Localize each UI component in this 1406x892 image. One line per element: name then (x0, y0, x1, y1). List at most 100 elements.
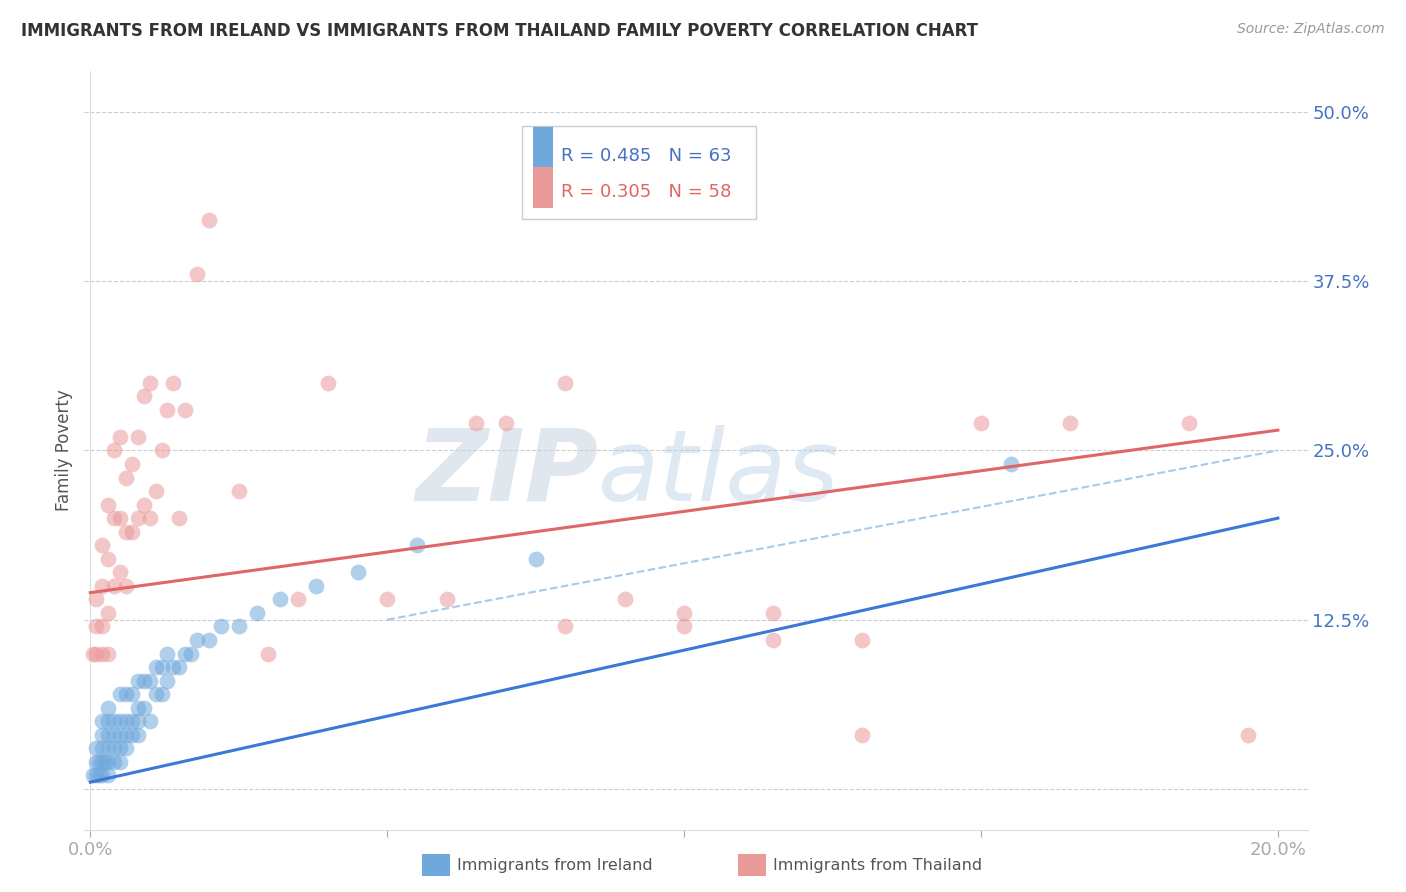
Point (121, 524, 143, 539)
Point (103, 579, 125, 593)
Point (84, 592, 107, 607)
Text: R = 0.485   N = 63: R = 0.485 N = 63 (561, 147, 733, 165)
Point (108, 511, 131, 525)
Point (186, 268, 208, 282)
Point (186, 633, 208, 648)
Point (115, 741, 138, 756)
Y-axis label: Family Poverty: Family Poverty (55, 390, 73, 511)
Point (115, 728, 138, 742)
Point (84, 647, 107, 661)
Point (82, 768, 104, 782)
Point (91, 579, 114, 593)
Point (91, 538, 114, 552)
Point (524, 551, 547, 566)
Point (851, 633, 873, 648)
Point (127, 673, 149, 688)
Point (150, 443, 173, 458)
Point (89, 768, 111, 782)
Point (162, 660, 184, 674)
Point (406, 538, 429, 552)
Point (115, 687, 138, 701)
Point (145, 484, 167, 499)
Point (316, 376, 339, 390)
Text: Immigrants from Thailand: Immigrants from Thailand (773, 858, 983, 872)
Text: ZIP: ZIP (415, 425, 598, 522)
Point (127, 511, 149, 525)
Point (121, 687, 143, 701)
Point (97, 647, 120, 661)
Point (91, 755, 114, 769)
Point (1178, 417, 1201, 431)
Point (554, 619, 576, 633)
Point (108, 741, 131, 756)
Point (762, 633, 785, 648)
Point (287, 592, 309, 607)
Point (108, 687, 131, 701)
Point (82, 647, 104, 661)
Point (97, 768, 120, 782)
Point (495, 417, 517, 431)
Point (84, 741, 107, 756)
Point (554, 376, 576, 390)
Point (156, 673, 179, 688)
Point (209, 619, 232, 633)
Point (851, 728, 873, 742)
Point (180, 647, 202, 661)
Point (132, 389, 155, 403)
Point (150, 660, 173, 674)
Point (84, 768, 107, 782)
Point (127, 728, 149, 742)
Point (115, 524, 138, 539)
Point (91, 647, 114, 661)
Point (1000, 457, 1022, 471)
Point (132, 673, 155, 688)
Point (465, 417, 488, 431)
Point (97, 606, 120, 620)
Point (156, 647, 179, 661)
Point (162, 376, 184, 390)
Point (115, 714, 138, 729)
Text: atlas: atlas (598, 425, 839, 522)
Point (121, 728, 143, 742)
Point (257, 647, 280, 661)
Point (375, 592, 398, 607)
Point (174, 647, 197, 661)
Point (970, 417, 993, 431)
Point (91, 768, 114, 782)
Point (97, 700, 120, 714)
Point (613, 592, 636, 607)
Point (97, 728, 120, 742)
Point (103, 714, 125, 729)
Point (245, 606, 267, 620)
Text: Immigrants from Ireland: Immigrants from Ireland (457, 858, 652, 872)
Point (127, 714, 149, 729)
Point (346, 566, 368, 580)
Point (228, 484, 250, 499)
Point (138, 376, 160, 390)
Point (132, 700, 155, 714)
Point (91, 728, 114, 742)
Point (108, 566, 131, 580)
Point (145, 660, 167, 674)
Point (103, 511, 125, 525)
Point (138, 673, 160, 688)
Point (156, 402, 179, 417)
Point (97, 498, 120, 512)
Point (174, 402, 197, 417)
Point (115, 470, 138, 484)
Text: IMMIGRANTS FROM IRELAND VS IMMIGRANTS FROM THAILAND FAMILY POVERTY CORRELATION C: IMMIGRANTS FROM IRELAND VS IMMIGRANTS FR… (21, 22, 979, 40)
Point (97, 755, 120, 769)
Point (1059, 417, 1081, 431)
Point (108, 430, 131, 444)
Point (269, 592, 291, 607)
Point (198, 213, 221, 227)
Point (84, 619, 107, 633)
Point (198, 633, 221, 648)
Point (436, 592, 458, 607)
Point (673, 619, 696, 633)
Point (91, 714, 114, 729)
Point (127, 700, 149, 714)
Point (89, 755, 111, 769)
Point (97, 714, 120, 729)
Point (108, 714, 131, 729)
